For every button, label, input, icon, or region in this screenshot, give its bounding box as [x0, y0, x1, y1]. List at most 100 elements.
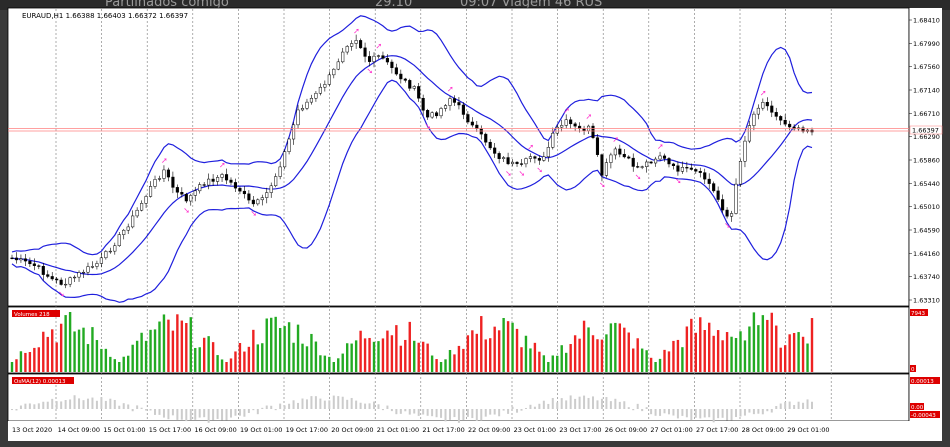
- oscillator-bar: [726, 409, 729, 421]
- oscillator-bar: [203, 409, 206, 418]
- candle-body: [479, 128, 483, 135]
- candle-body: [385, 58, 389, 63]
- oscillator-bar: [408, 409, 411, 415]
- price-tick-label: 1.63310: [913, 297, 940, 305]
- volume-bar: [51, 329, 54, 372]
- volume-bar: [225, 362, 228, 372]
- oscillator-bar: [404, 409, 407, 412]
- volume-bar: [287, 322, 291, 372]
- volume-bar: [122, 356, 125, 372]
- candle-body: [698, 170, 702, 173]
- candle-body: [721, 199, 725, 211]
- volume-bar: [305, 346, 309, 372]
- candle-body: [238, 187, 242, 192]
- candle-body: [430, 112, 434, 118]
- volume-bar: [489, 338, 492, 372]
- candle-body: [166, 169, 170, 178]
- volume-bar: [15, 359, 18, 372]
- candle-body: [435, 112, 439, 117]
- oscillator-bar: [623, 401, 626, 409]
- volume-bar: [636, 338, 639, 372]
- oscillator-bar: [364, 403, 367, 409]
- oscillator-bar: [605, 397, 608, 409]
- fractal-down-arrow: ➘: [724, 221, 731, 230]
- volume-bar: [560, 345, 563, 372]
- candle-body: [376, 55, 381, 57]
- oscillator-bar: [359, 402, 362, 409]
- price-tick-label: 1.67140: [913, 87, 940, 95]
- volume-bar: [757, 325, 760, 372]
- candle-body: [573, 123, 577, 127]
- candle-body: [367, 56, 372, 62]
- candle-body: [497, 153, 501, 159]
- volume-bar: [238, 342, 242, 372]
- candle-body: [426, 110, 430, 118]
- oscillator-bar: [350, 397, 353, 409]
- candle-body: [332, 68, 336, 76]
- price-scale[interactable]: [909, 8, 942, 421]
- volume-bar: [73, 331, 76, 372]
- volume-bar: [229, 358, 233, 372]
- volume-bar: [310, 333, 313, 372]
- volume-bar: [752, 312, 756, 372]
- volume-bar: [609, 323, 613, 372]
- candle-body: [774, 112, 778, 117]
- oscillator-bar: [730, 409, 733, 421]
- candle-body: [381, 55, 385, 59]
- candle-body: [283, 151, 287, 168]
- volume-bar: [524, 335, 528, 372]
- oscillator-bar: [703, 409, 706, 418]
- oscillator-bar: [471, 409, 474, 419]
- oscillator-bar: [663, 409, 666, 414]
- volume-bar: [372, 341, 376, 372]
- oscillator-bar: [457, 409, 460, 423]
- time-scale[interactable]: [8, 421, 942, 441]
- oscillator-bar: [314, 396, 317, 409]
- candle-body: [519, 163, 524, 165]
- candle-body: [671, 163, 676, 166]
- oscillator-bar: [587, 397, 590, 409]
- oscillator-bar: [721, 409, 724, 418]
- volume-bar: [699, 317, 702, 372]
- oscillator-bar: [60, 401, 63, 409]
- candle-body: [260, 197, 264, 201]
- oscillator-bar: [270, 405, 273, 409]
- candle-body: [122, 229, 126, 235]
- oscillator-bar: [399, 409, 402, 414]
- volume-bar: [502, 317, 505, 372]
- volume-bar: [708, 322, 711, 372]
- candle-body: [274, 176, 278, 187]
- volume-bar: [337, 358, 340, 372]
- candle-body: [725, 209, 729, 217]
- strip-left-text: Partilhados comigo: [105, 0, 229, 10]
- oscillator-bar: [556, 402, 559, 409]
- candle-body: [242, 190, 246, 195]
- volume-bar: [350, 343, 353, 372]
- candle-body: [640, 166, 644, 168]
- candlesticks: [10, 34, 814, 289]
- oscillator-bar: [797, 401, 800, 409]
- volume-bar: [301, 343, 304, 372]
- volume-bar: [46, 336, 49, 372]
- oscillator-bar: [533, 406, 536, 409]
- fractal-up-arrow: ➚: [612, 135, 619, 144]
- oscillator-bar: [520, 409, 523, 411]
- volume-bar: [484, 339, 487, 372]
- price-tick-label: 1.65010: [913, 203, 940, 211]
- candle-body: [765, 102, 769, 107]
- candle-body: [296, 109, 300, 126]
- volume-bar: [162, 314, 166, 372]
- oscillator-bar: [524, 407, 527, 409]
- candle-body: [81, 271, 86, 274]
- date-tick-label: 26 Oct 09:00: [605, 426, 647, 434]
- oscillator-bar: [328, 400, 331, 409]
- volume-bar: [596, 339, 599, 372]
- oscillator-bar: [55, 401, 58, 409]
- candle-body: [229, 179, 233, 183]
- candle-body: [622, 153, 626, 158]
- oscillator-bar: [466, 409, 469, 417]
- oscillator-bar: [234, 409, 237, 416]
- candle-body: [224, 174, 229, 181]
- candle-body: [41, 265, 45, 275]
